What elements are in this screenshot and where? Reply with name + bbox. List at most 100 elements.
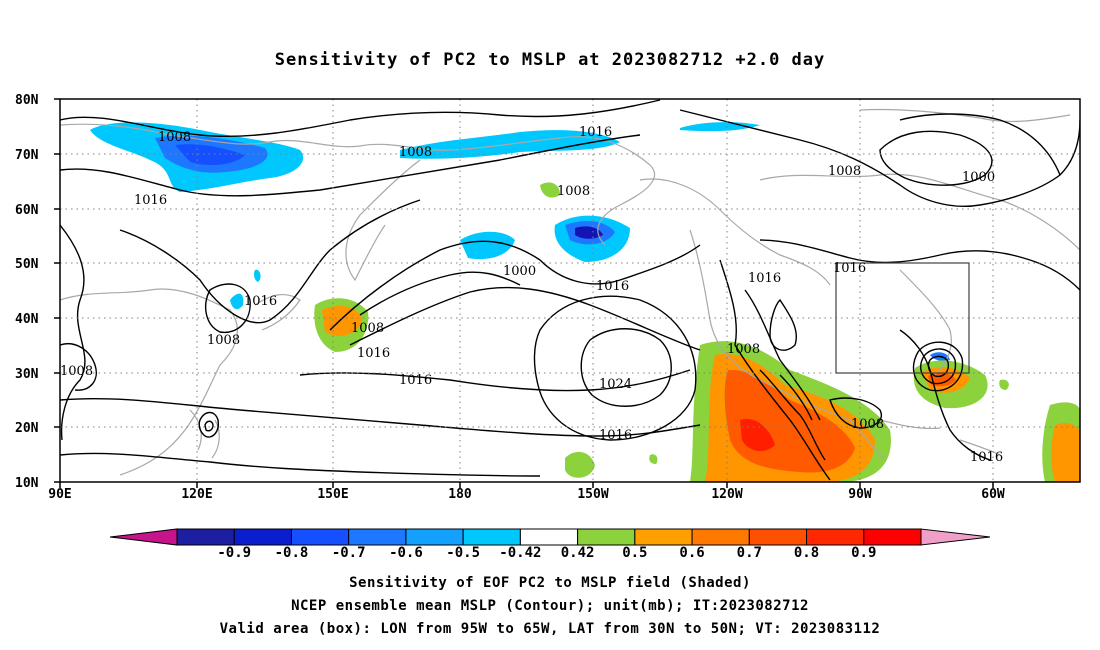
pos-shading-bering-pos xyxy=(540,182,560,198)
contour-label: 1016 xyxy=(748,271,781,286)
neg-shading-siberia-deep xyxy=(175,144,245,166)
lon-tick-label: 90W xyxy=(848,487,872,502)
contour-label: 1016 xyxy=(579,125,612,140)
colorbar-cell xyxy=(634,528,693,546)
contour-label: 1024 xyxy=(599,377,632,392)
contour-label: 1008 xyxy=(828,164,861,179)
lat-tick-label: 20N xyxy=(15,421,39,436)
contour-line xyxy=(759,239,1080,291)
contour-label: 1016 xyxy=(357,346,390,361)
colorbar-tick-label: -0.42 xyxy=(499,545,541,561)
contour-label: 1016 xyxy=(399,373,432,388)
contour-line xyxy=(60,397,701,437)
contour-line xyxy=(359,271,521,316)
coastlines xyxy=(60,108,1080,476)
contour-line xyxy=(119,199,421,324)
colorbar-tick-label: -0.6 xyxy=(389,545,423,561)
caption-contour: NCEP ensemble mean MSLP (Contour); unit(… xyxy=(291,598,809,614)
contour-label: 1008 xyxy=(60,364,93,379)
contour-line xyxy=(679,109,1080,207)
contour-label: 1000 xyxy=(962,170,995,185)
contour-label-extra: 1016 xyxy=(599,428,632,443)
colorbar-cell xyxy=(405,528,464,546)
neg-shading-aleutian xyxy=(460,231,515,260)
colorbar-tick-label: -0.7 xyxy=(332,545,366,561)
colorbar-cell xyxy=(233,528,292,546)
contour-line xyxy=(719,259,831,481)
contour-line xyxy=(899,113,1061,176)
contour-line xyxy=(60,99,661,137)
colorbar-cell xyxy=(577,528,636,546)
colorbar-tick-label: 0.8 xyxy=(794,545,819,561)
contour-line xyxy=(920,348,957,385)
contour-label: 1016 xyxy=(833,261,866,276)
lat-tick-label: 10N xyxy=(15,476,39,491)
coast-siberia xyxy=(60,123,656,246)
contour-label: 1008 xyxy=(351,321,384,336)
contour-label: 1008 xyxy=(399,145,432,160)
lat-tick-label: 40N xyxy=(15,312,39,327)
coast-usaeast xyxy=(899,269,952,376)
colorbar-cell xyxy=(462,528,521,546)
lat-tick-label: 60N xyxy=(15,203,39,218)
contour-line xyxy=(204,283,251,334)
contour-label: 1008 xyxy=(207,333,240,348)
colorbar-tick-label: -0.9 xyxy=(217,545,251,561)
contour-line xyxy=(744,289,821,421)
contour-line xyxy=(899,329,991,461)
colorbar-cell xyxy=(290,528,350,546)
colorbar-tick-label: 0.5 xyxy=(622,545,647,561)
colorbar: -0.9 -0.8 -0.7 -0.6 -0.5 -0.42 0.42 0.5 0.6 0.7 0.… xyxy=(109,528,991,561)
shaded-sensitivity xyxy=(90,122,1080,482)
neg-shading-japan xyxy=(230,293,244,310)
contour-line xyxy=(60,452,541,477)
coast-namerica xyxy=(689,229,886,461)
pos-shading-hawaii xyxy=(565,451,595,478)
coast-kamchatka xyxy=(345,159,421,282)
contour-label: 1000 xyxy=(503,264,536,279)
coast-alaska xyxy=(639,178,831,286)
colorbar-cell xyxy=(863,528,922,546)
colorbar-tick-label: 0.7 xyxy=(737,545,762,561)
colorbar-tick-label: 0.42 xyxy=(561,545,595,561)
lon-tick-label: 150E xyxy=(317,487,348,502)
contour-line xyxy=(204,420,214,432)
valid-area-box xyxy=(835,262,970,374)
contour-label: 1016 xyxy=(596,279,629,294)
contour-label: 1016 xyxy=(134,193,167,208)
lon-tick-label: 150W xyxy=(577,487,608,502)
contour-label: 1016 xyxy=(970,450,1003,465)
caption-valid-area: Valid area (box): LON from 95W to 65W, L… xyxy=(219,621,881,637)
colorbar-tick-label: 0.6 xyxy=(679,545,704,561)
lon-tick-label: 180 xyxy=(448,487,472,502)
contour-line xyxy=(879,130,993,186)
pos-shading-far-east2 xyxy=(999,379,1009,390)
contour-line xyxy=(349,286,701,351)
contour-label: 1008 xyxy=(158,130,191,145)
contour-line xyxy=(60,134,641,197)
colorbar-cell xyxy=(691,528,750,546)
coast-philippines xyxy=(189,409,220,459)
contour-label: 1008 xyxy=(851,417,884,432)
contour-line xyxy=(759,369,826,461)
colorbar-tick-label: -0.5 xyxy=(446,545,480,561)
contour-line xyxy=(60,224,86,441)
colorbar-right-arrow xyxy=(920,528,991,546)
gridlines xyxy=(60,99,1080,482)
contour-line xyxy=(60,343,97,391)
contour-line xyxy=(912,341,964,392)
contour-label: 1008 xyxy=(557,184,590,199)
coast-china xyxy=(60,288,239,476)
lat-tick-label: 70N xyxy=(15,148,39,163)
coast-greenland xyxy=(859,108,1071,123)
coast-caribbean xyxy=(879,419,1001,456)
lat-tick-label: 30N xyxy=(15,367,39,382)
plot-frame xyxy=(59,98,1081,483)
contour-line xyxy=(829,397,882,429)
colorbar-tick-label: 0.9 xyxy=(851,545,876,561)
lat-tick-label: 50N xyxy=(15,257,39,272)
contour-label: 1008 xyxy=(727,342,760,357)
lat-tick-label: 80N xyxy=(15,93,39,108)
lon-axis: 90E 120E 150E 180 150W 120W 90W 60W xyxy=(48,482,1005,502)
caption-shading: Sensitivity of EOF PC2 to MSLP field (Sh… xyxy=(349,575,751,591)
